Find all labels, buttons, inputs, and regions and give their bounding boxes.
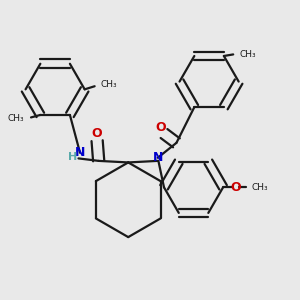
Text: H: H — [68, 152, 77, 163]
Text: CH₃: CH₃ — [239, 50, 256, 59]
Text: N: N — [153, 151, 164, 164]
Text: CH₃: CH₃ — [8, 114, 24, 123]
Text: CH₃: CH₃ — [252, 183, 268, 192]
Text: CH₃: CH₃ — [101, 80, 118, 89]
Text: O: O — [230, 181, 241, 194]
Text: N: N — [75, 146, 85, 159]
Text: O: O — [155, 122, 166, 134]
Text: O: O — [92, 127, 102, 140]
